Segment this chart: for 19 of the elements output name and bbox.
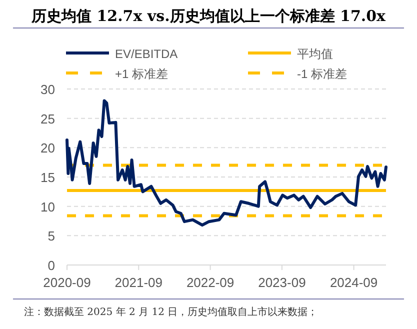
legend-label: -1 标准差: [297, 67, 348, 81]
y-tick-label: 0: [48, 258, 55, 273]
x-tick-label: 2022-09: [186, 275, 234, 290]
legend-label: +1 标准差: [115, 67, 168, 81]
y-tick-label: 30: [40, 82, 55, 97]
chart-title: 历史均值 12.7x vs.历史均值以上一个标准差 17.0x: [30, 7, 387, 25]
y-tick-label: 5: [48, 228, 55, 244]
legend-label: EV/EBITDA: [115, 47, 178, 61]
x-tick-label: 2021-09: [114, 275, 163, 290]
x-tick-label: 2023-09: [258, 275, 306, 290]
y-tick-label: 25: [40, 111, 55, 126]
y-tick-label: 15: [40, 170, 55, 185]
text: 注：数据截至 2025 年 2 月 12 日，历史均值取自上市以来数据；: [24, 306, 318, 318]
x-tick-label: 2024-09: [330, 275, 378, 290]
line-series: [66, 99, 388, 227]
legend-label: 平均值: [297, 47, 333, 61]
y-tick-label: 10: [40, 199, 55, 214]
x-tick-label: 2020-09: [43, 275, 91, 290]
y-tick-label: 20: [40, 140, 55, 156]
